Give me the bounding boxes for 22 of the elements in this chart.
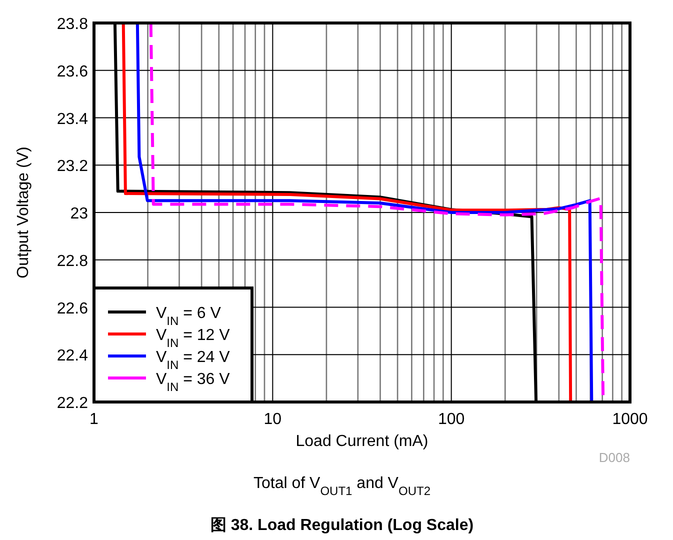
y-tick-label: 23.2 — [56, 158, 88, 176]
y-tick-label: 22.6 — [56, 300, 88, 318]
x-tick-label: 1000 — [612, 411, 648, 428]
y-tick-label: 23.4 — [56, 110, 88, 128]
text: Total of V$_{OUT1}$ and V$_{OUT2}$ — [254, 475, 431, 498]
legend-label: V$_{IN}$ = 36 V — [156, 371, 230, 394]
x-tick-label: 100 — [438, 411, 465, 428]
y-tick-label: 23 — [70, 206, 88, 222]
text: D008 — [598, 450, 630, 465]
x-tick-label: 1 — [90, 411, 99, 428]
x-tick-label: 10 — [264, 411, 282, 428]
y-tick-label: 23.8 — [56, 16, 88, 33]
legend-label: V$_{IN}$ = 24 V — [156, 349, 230, 372]
caption: 图 38. Load Regulation (Log Scale) — [210, 517, 474, 534]
legend-label: V$_{IN}$ = 6 V — [156, 305, 222, 328]
y-tick-label: 22.4 — [56, 348, 88, 365]
x-axis-title: Load Current (mA) — [296, 433, 428, 450]
y-axis-title: Output Voltage (V) — [15, 146, 32, 278]
legend-label: V$_{IN}$ = 12 V — [156, 327, 230, 350]
y-tick-label: 22.2 — [56, 395, 88, 412]
y-tick-label: 23.6 — [56, 63, 88, 80]
y-tick-label: 22.8 — [56, 252, 88, 270]
